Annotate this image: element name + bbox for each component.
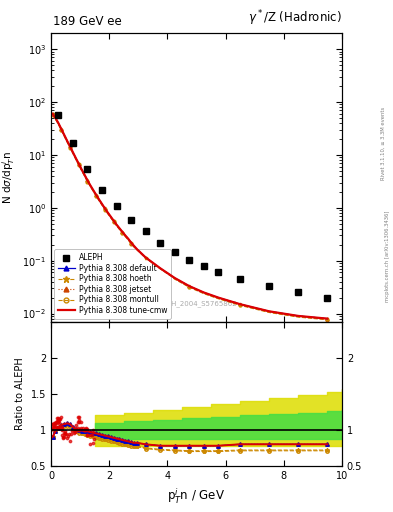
Point — [62, 426, 68, 435]
Point — [78, 424, 84, 432]
Point — [84, 431, 90, 439]
Point — [87, 440, 93, 448]
Point — [62, 430, 69, 438]
Point — [66, 430, 73, 438]
Point — [75, 418, 81, 426]
Point — [56, 415, 62, 423]
Point — [51, 423, 57, 431]
Point — [55, 416, 61, 424]
Point — [53, 423, 59, 431]
Point — [76, 413, 82, 421]
Point — [52, 420, 58, 428]
Point — [82, 426, 88, 434]
Point — [51, 422, 57, 431]
Point — [55, 419, 61, 427]
Point — [61, 430, 68, 438]
Text: $\gamma^*$/Z (Hadronic): $\gamma^*$/Z (Hadronic) — [248, 9, 342, 28]
Point — [73, 425, 79, 433]
Point — [61, 433, 68, 441]
Point — [49, 420, 55, 429]
Point — [59, 425, 65, 433]
Point — [83, 425, 89, 433]
Point — [55, 417, 61, 425]
Point — [80, 424, 86, 433]
Point — [54, 414, 61, 422]
Point — [72, 426, 78, 435]
Point — [51, 419, 58, 427]
Point — [81, 425, 87, 434]
Point — [58, 413, 64, 421]
Point — [65, 432, 72, 440]
Point — [52, 419, 59, 427]
Point — [64, 434, 70, 442]
Point — [69, 427, 75, 435]
Point — [53, 418, 60, 426]
Point — [90, 439, 96, 447]
Text: mcplots.cern.ch [arXiv:1306.3436]: mcplots.cern.ch [arXiv:1306.3436] — [385, 210, 389, 302]
Point — [75, 426, 81, 434]
Point — [72, 428, 78, 436]
Point — [62, 430, 68, 438]
Point — [83, 425, 89, 433]
Point — [59, 431, 66, 439]
Point — [68, 430, 74, 438]
Point — [71, 429, 77, 437]
Point — [57, 415, 63, 423]
Point — [87, 431, 94, 439]
Y-axis label: N d$\sigma$/dp$_T^i$n: N d$\sigma$/dp$_T^i$n — [0, 151, 17, 204]
Text: 189 GeV ee: 189 GeV ee — [53, 15, 122, 28]
Point — [49, 425, 55, 434]
Point — [76, 416, 82, 424]
X-axis label: p$_T^i$n / GeV: p$_T^i$n / GeV — [167, 486, 226, 506]
Y-axis label: Ratio to ALEPH: Ratio to ALEPH — [15, 357, 25, 430]
Point — [75, 413, 81, 421]
Point — [60, 434, 66, 442]
Point — [75, 423, 81, 432]
Point — [60, 433, 66, 441]
Point — [58, 424, 64, 433]
Point — [55, 423, 61, 431]
Point — [90, 426, 97, 434]
Point — [59, 425, 65, 434]
Point — [55, 414, 62, 422]
Point — [66, 437, 73, 445]
Point — [89, 431, 95, 439]
Point — [76, 426, 83, 434]
Point — [72, 425, 79, 434]
Point — [90, 435, 97, 443]
Point — [83, 425, 90, 433]
Point — [48, 420, 55, 428]
Text: Rivet 3.1.10, ≥ 3.3M events: Rivet 3.1.10, ≥ 3.3M events — [381, 106, 386, 180]
Point — [53, 424, 60, 432]
Text: ALEPH_2004_S5765862: ALEPH_2004_S5765862 — [155, 301, 238, 307]
Point — [78, 418, 84, 426]
Point — [73, 421, 79, 429]
Point — [56, 415, 62, 423]
Point — [84, 431, 90, 439]
Point — [61, 429, 68, 437]
Point — [55, 422, 61, 431]
Point — [59, 423, 65, 432]
Point — [83, 424, 89, 432]
Legend: ALEPH, Pythia 8.308 default, Pythia 8.308 hoeth, Pythia 8.308 jetset, Pythia 8.3: ALEPH, Pythia 8.308 default, Pythia 8.30… — [54, 249, 171, 318]
Point — [55, 424, 62, 432]
Point — [77, 425, 83, 433]
Point — [50, 423, 56, 432]
Point — [53, 417, 60, 425]
Point — [49, 425, 55, 433]
Point — [52, 419, 58, 428]
Point — [72, 425, 78, 433]
Point — [56, 418, 62, 426]
Point — [76, 418, 82, 426]
